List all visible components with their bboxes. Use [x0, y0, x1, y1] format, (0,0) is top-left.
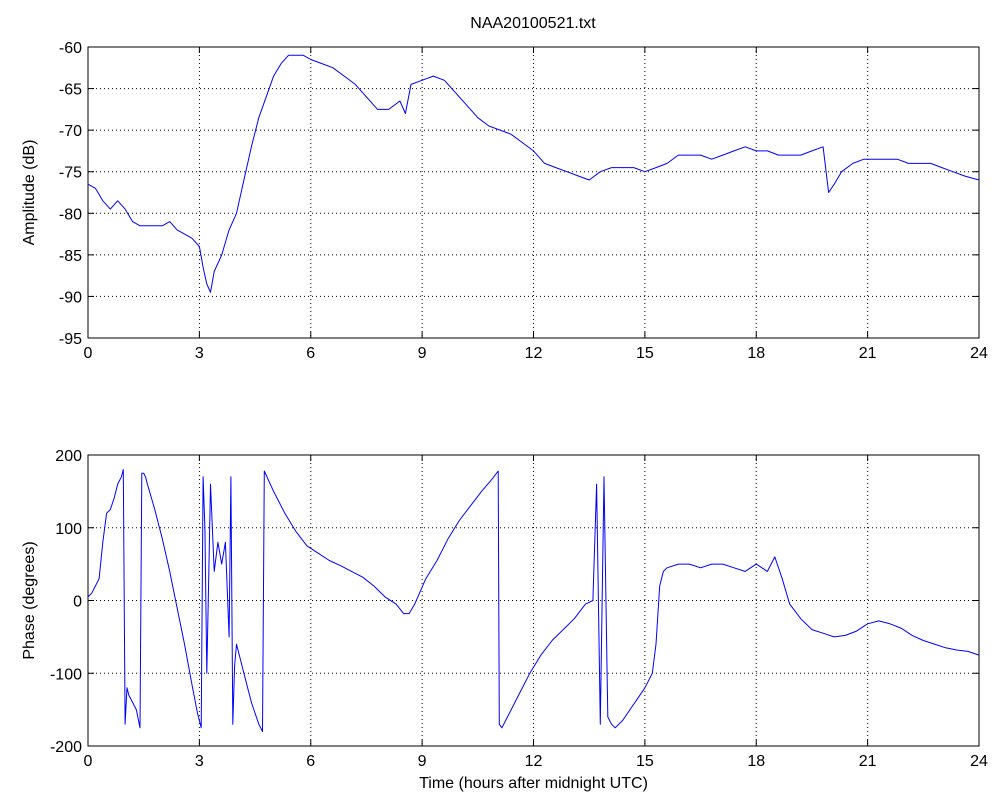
amplitude-x-tick-label: 24	[970, 345, 988, 362]
phase-y-tick-label: 200	[55, 448, 82, 465]
phase-y-tick-label: 100	[55, 521, 82, 538]
amplitude-y-tick-label: -60	[59, 40, 82, 57]
amplitude-x-tick-label: 3	[195, 345, 204, 362]
chart-title: NAA20100521.txt	[470, 15, 596, 32]
phase-y-tick-label: -200	[50, 739, 82, 756]
phase-plot-area	[87, 454, 980, 747]
amplitude-y-tick-label: -80	[59, 206, 82, 223]
phase-y-axis-label: Phase (degrees)	[21, 541, 38, 659]
phase-x-tick-label: 0	[84, 753, 93, 770]
amplitude-x-tick-label: 21	[859, 345, 877, 362]
phase-x-tick-label: 15	[636, 753, 654, 770]
amplitude-x-tick-label: 9	[418, 345, 427, 362]
amplitude-plot-area	[87, 46, 980, 339]
phase-y-tick-label: -100	[50, 666, 82, 683]
amplitude-y-axis-label: Amplitude (dB)	[21, 140, 38, 246]
phase-x-tick-label: 3	[195, 753, 204, 770]
amplitude-y-tick-label: -85	[59, 248, 82, 265]
amplitude-y-tick-label: -75	[59, 165, 82, 182]
phase-x-tick-label: 21	[859, 753, 877, 770]
phase-x-tick-label: 18	[747, 753, 765, 770]
amplitude-x-tick-label: 18	[747, 345, 765, 362]
amplitude-series-line	[87, 54, 980, 293]
amplitude-axes: 0 3 6 9 12 15 18 21 24 -95 -90 -85 -80 -75 -70 -65 -60 Am…	[21, 40, 988, 362]
amplitude-y-tick-label: -65	[59, 82, 82, 99]
phase-axes: 0 3 6 9 12 15 18 21 24 -200 -100 0 100 200 Phase (degr…	[21, 448, 988, 792]
amplitude-x-tick-label: 15	[636, 345, 654, 362]
phase-x-tick-label: 24	[970, 753, 988, 770]
phase-y-tick-label: 0	[73, 594, 82, 611]
amplitude-y-tick-label: -90	[59, 289, 82, 306]
phase-series-line	[87, 469, 980, 732]
amplitude-y-tick-label: -95	[59, 331, 82, 348]
phase-x-tick-label: 9	[418, 753, 427, 770]
phase-x-tick-label: 12	[525, 753, 543, 770]
phase-x-tick-label: 6	[306, 753, 315, 770]
amplitude-x-tick-label: 6	[306, 345, 315, 362]
amplitude-x-tick-label: 12	[525, 345, 543, 362]
amplitude-x-tick-label: 0	[84, 345, 93, 362]
amplitude-y-tick-label: -70	[59, 123, 82, 140]
phase-x-axis-label: Time (hours after midnight UTC)	[419, 775, 648, 792]
